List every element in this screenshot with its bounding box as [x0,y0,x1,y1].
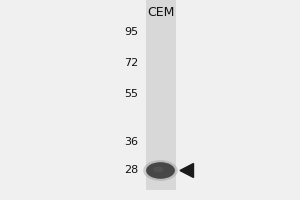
Bar [146,0,176,190]
Text: 55: 55 [124,89,138,99]
Text: 95: 95 [124,27,138,37]
Text: CEM: CEM [147,6,174,19]
Polygon shape [180,163,194,177]
Text: 36: 36 [124,137,138,147]
Ellipse shape [153,167,164,172]
Text: 72: 72 [124,58,138,68]
Ellipse shape [146,162,175,179]
Ellipse shape [143,160,178,181]
Text: 28: 28 [124,165,138,175]
